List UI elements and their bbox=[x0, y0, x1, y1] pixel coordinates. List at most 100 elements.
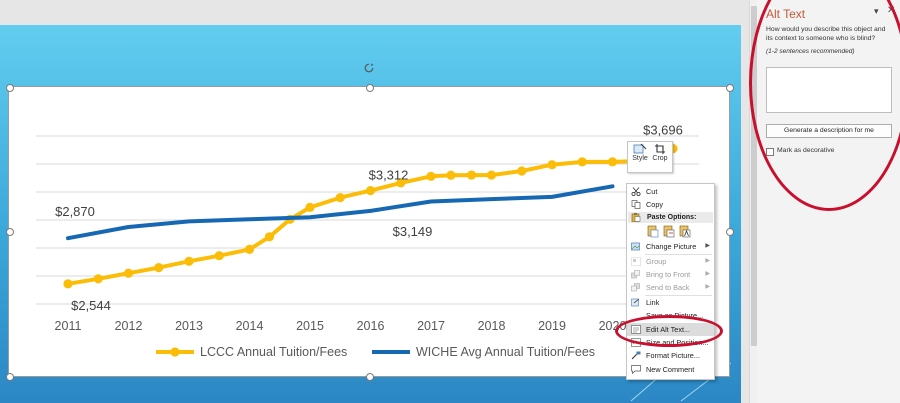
data-label: $3,696 bbox=[643, 123, 683, 138]
menu-item-link[interactable]: Link bbox=[627, 296, 714, 309]
menu-label-new-comment: New Comment bbox=[646, 365, 695, 374]
series-point bbox=[63, 279, 73, 289]
x-tick-label: 2020 bbox=[599, 319, 627, 333]
legend-marker bbox=[170, 347, 180, 357]
pane-question: How would you describe this object and i… bbox=[766, 26, 886, 42]
series-point bbox=[577, 157, 587, 167]
menu-item-edit-alt-text[interactable]: Edit Alt Text... bbox=[627, 323, 714, 336]
alt-text-pane: Alt Text ▾ ✕ How would you describe this… bbox=[757, 0, 900, 403]
bring-to-front-icon bbox=[631, 270, 640, 279]
menu-item-send-to-back[interactable]: Send to Back ▶ bbox=[627, 281, 714, 294]
series-point bbox=[335, 193, 345, 203]
style-label: Style bbox=[632, 155, 648, 162]
series-point bbox=[244, 244, 255, 254]
menu-item-cut[interactable]: Cut bbox=[627, 185, 714, 198]
x-tick-label: 2014 bbox=[236, 319, 264, 333]
mini-toolbar: Style Crop bbox=[627, 141, 673, 173]
alt-text-textarea[interactable] bbox=[766, 67, 892, 113]
paste-use-destination-theme-icon[interactable] bbox=[647, 225, 659, 238]
chart: 2011 2012 2013 2014 2015 2016 2017 2018 2019 2020… bbox=[36, 123, 699, 359]
menu-item-format-picture[interactable]: Format Picture... bbox=[627, 349, 714, 362]
comment-icon bbox=[631, 365, 641, 374]
menu-label-change-picture: Change Picture bbox=[646, 242, 697, 251]
menu-item-copy[interactable]: Copy bbox=[627, 198, 714, 211]
data-label: $2,544 bbox=[71, 298, 111, 313]
link-icon bbox=[631, 298, 640, 307]
series-point bbox=[365, 186, 376, 196]
series-point bbox=[607, 157, 618, 167]
legend-label-2: WICHE Avg Annual Tuition/Fees bbox=[416, 345, 595, 359]
pane-recommendation: (1-2 sentences recommended) bbox=[766, 48, 855, 55]
x-tick-label: 2012 bbox=[115, 319, 143, 333]
context-menu: Cut Copy Paste Options: Change Picture ▶… bbox=[626, 183, 715, 380]
rotate-handle-icon[interactable] bbox=[364, 63, 374, 73]
size-position-icon bbox=[631, 338, 641, 347]
resize-handle-sw[interactable] bbox=[6, 373, 14, 381]
send-to-back-icon bbox=[631, 283, 640, 292]
series-point bbox=[466, 170, 477, 180]
series-point bbox=[446, 170, 456, 180]
menu-item-group[interactable]: Group ▶ bbox=[627, 255, 714, 268]
menu-item-new-comment[interactable]: New Comment bbox=[627, 363, 714, 376]
style-button[interactable]: Style bbox=[630, 143, 650, 162]
resize-handle-nw[interactable] bbox=[6, 84, 14, 92]
scrollbar-thumb[interactable] bbox=[751, 6, 757, 346]
x-tick-label: 2011 bbox=[55, 319, 82, 333]
close-icon[interactable]: ✕ bbox=[887, 5, 896, 16]
crop-button[interactable]: Crop bbox=[650, 143, 670, 162]
x-tick-label: 2013 bbox=[175, 319, 203, 333]
chart-picture[interactable]: 2011 2012 2013 2014 2015 2016 2017 2018 2019 2020… bbox=[9, 87, 729, 376]
menu-item-save-as-picture[interactable]: Save as Picture... bbox=[627, 309, 714, 322]
submenu-arrow-icon: ▶ bbox=[705, 258, 710, 264]
data-label: $2,870 bbox=[55, 204, 95, 219]
menu-label-send-to-back: Send to Back bbox=[646, 283, 690, 292]
menu-label-copy: Copy bbox=[646, 200, 664, 209]
x-tick-label: 2016 bbox=[357, 319, 385, 333]
series-point bbox=[486, 170, 497, 180]
change-picture-icon bbox=[631, 242, 640, 251]
paste-keep-text-only-icon[interactable] bbox=[679, 225, 691, 238]
slide-editor: 2011 2012 2013 2014 2015 2016 2017 2018 2019 2020… bbox=[0, 25, 741, 403]
series-point bbox=[123, 268, 134, 278]
menu-label-edit-alt-text: Edit Alt Text... bbox=[646, 325, 691, 334]
menu-item-bring-to-front[interactable]: Bring to Front ▶ bbox=[627, 268, 714, 281]
menu-label-group: Group bbox=[646, 257, 667, 266]
submenu-arrow-icon: ▶ bbox=[705, 243, 710, 249]
resize-handle-w[interactable] bbox=[6, 228, 14, 236]
decorative-label: Mark as decorative bbox=[777, 147, 835, 154]
x-tick-label: 2019 bbox=[538, 319, 566, 333]
resize-handle-n[interactable] bbox=[366, 84, 374, 92]
resize-handle-s[interactable] bbox=[366, 373, 374, 381]
paste-options-header: Paste Options: bbox=[628, 212, 713, 223]
series-point bbox=[184, 256, 194, 266]
crop-icon bbox=[655, 144, 665, 154]
generate-description-button[interactable]: Generate a description for me bbox=[766, 124, 892, 138]
menu-label-bring-to-front: Bring to Front bbox=[646, 270, 691, 279]
x-tick-label: 2018 bbox=[478, 319, 506, 333]
menu-label-format-picture: Format Picture... bbox=[646, 351, 700, 360]
resize-handle-e[interactable] bbox=[726, 228, 734, 236]
x-tick-label: 2017 bbox=[417, 319, 445, 333]
menu-label-save-as-picture: Save as Picture... bbox=[646, 311, 704, 320]
format-picture-icon bbox=[631, 351, 641, 360]
series-point bbox=[305, 202, 315, 212]
series-point bbox=[93, 274, 103, 284]
menu-label-cut: Cut bbox=[646, 187, 658, 196]
pane-title: Alt Text bbox=[766, 7, 806, 21]
copy-icon bbox=[631, 200, 641, 209]
menu-item-change-picture[interactable]: Change Picture ▶ bbox=[627, 240, 714, 253]
group-icon bbox=[631, 257, 641, 266]
legend-label-1: LCCC Annual Tuition/Fees bbox=[200, 345, 347, 359]
x-tick-label: 2015 bbox=[296, 319, 324, 333]
menu-separator bbox=[645, 254, 712, 255]
menu-separator bbox=[645, 295, 712, 296]
paste-keep-source-formatting-icon[interactable] bbox=[663, 225, 675, 238]
series-point bbox=[214, 251, 224, 261]
series-line-2 bbox=[66, 184, 615, 241]
resize-handle-ne[interactable] bbox=[726, 84, 734, 92]
pin-icon[interactable]: ▾ bbox=[874, 6, 879, 16]
decorative-checkbox[interactable] bbox=[766, 148, 774, 156]
menu-item-size-position[interactable]: Size and Position... bbox=[627, 336, 714, 349]
series-line-1 bbox=[66, 146, 675, 286]
menu-label-link: Link bbox=[646, 298, 660, 307]
